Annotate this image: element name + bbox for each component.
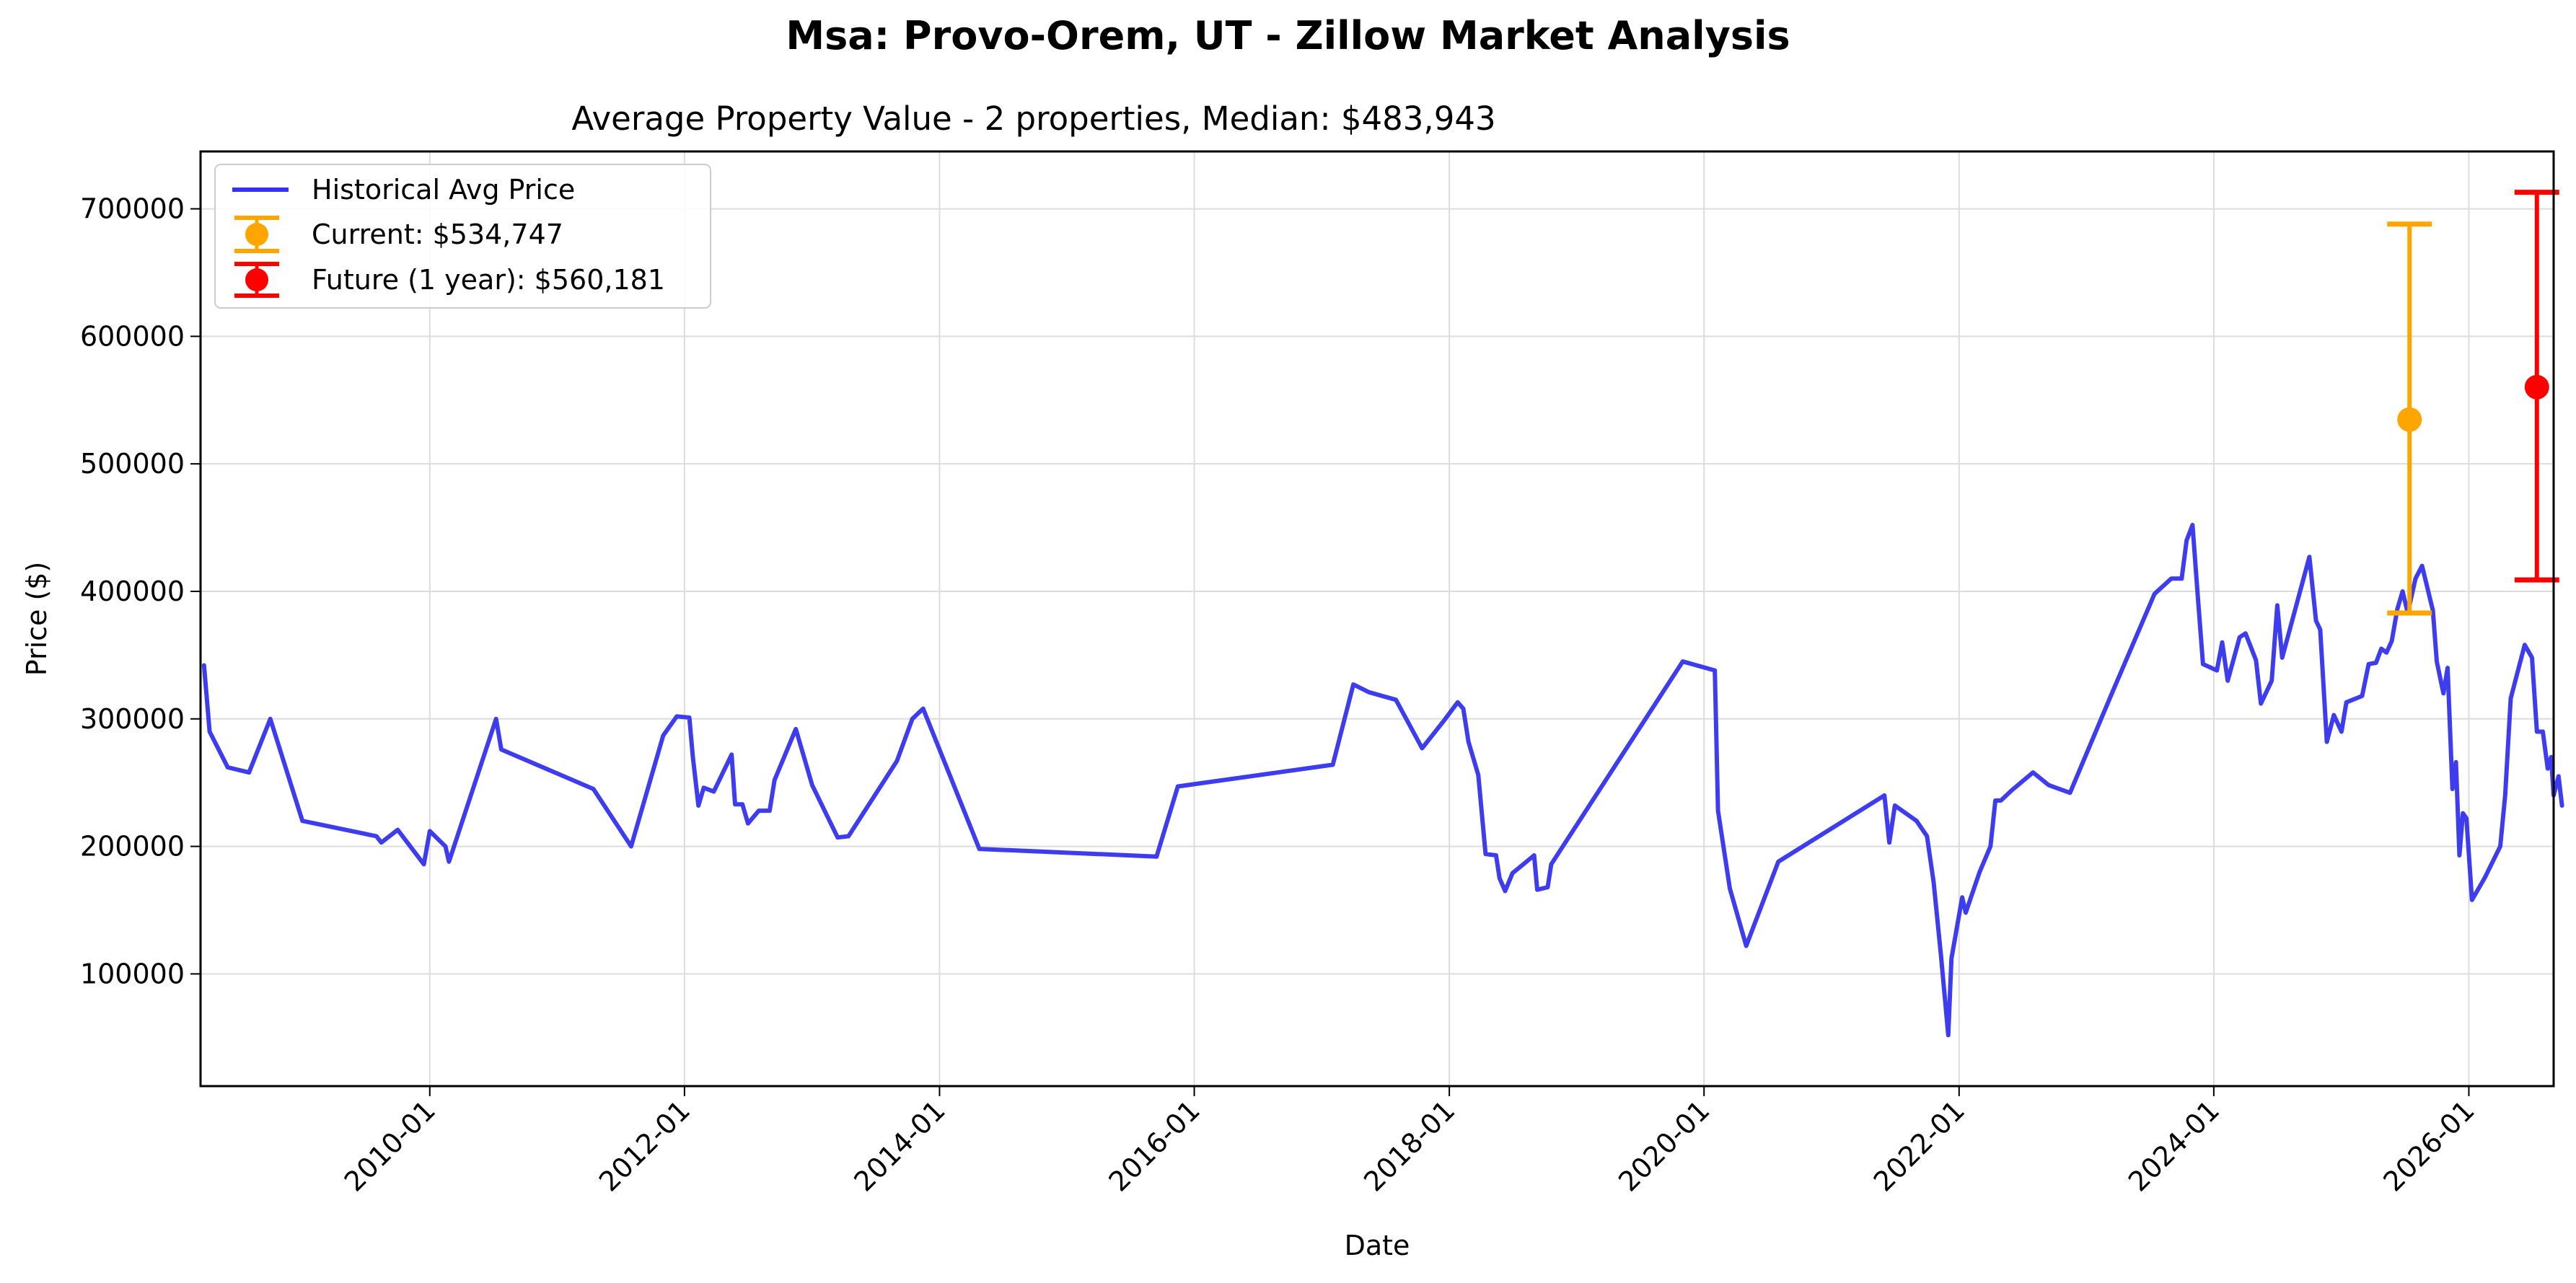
x-tick-label: 2020-01 xyxy=(1612,1094,1715,1197)
x-tick-label: 2010-01 xyxy=(338,1094,441,1197)
x-tick-label: 2024-01 xyxy=(2122,1094,2225,1197)
plot-frame xyxy=(199,150,2555,1088)
legend-future-label: Future (1 year): $560,181 xyxy=(312,264,665,296)
y-tick-label: 400000 xyxy=(80,576,185,607)
x-tick-label: 2018-01 xyxy=(1358,1094,1461,1197)
x-tick-label: 2012-01 xyxy=(593,1094,696,1197)
legend: Historical Avg Price Current: $534,747 F… xyxy=(214,164,711,309)
plot-area xyxy=(201,190,2564,1038)
y-tick-label: 200000 xyxy=(80,831,185,863)
legend-current-label: Current: $534,747 xyxy=(312,219,563,250)
axis-ticks: 2010-01 2012-01 2014-01 2016-01 2018-01 2020-… xyxy=(80,193,2481,1198)
y-tick-label: 500000 xyxy=(80,448,185,480)
x-tick-label: 2016-01 xyxy=(1103,1094,1206,1197)
y-tick-label: 100000 xyxy=(80,958,185,989)
legend-current-swatch xyxy=(234,216,279,253)
x-tick-label: 2022-01 xyxy=(1868,1094,1971,1197)
legend-box xyxy=(214,164,711,309)
series-line-historical-avg-price xyxy=(201,523,2564,1038)
x-tick-label: 2026-01 xyxy=(2377,1094,2480,1197)
x-tick-label: 2014-01 xyxy=(848,1094,951,1197)
future-value-point xyxy=(2524,374,2549,400)
y-axis-label: Price ($) xyxy=(21,562,53,676)
y-tick-label: 600000 xyxy=(80,320,185,352)
y-tick-label: 300000 xyxy=(80,703,185,735)
grid xyxy=(201,151,2554,1086)
x-axis-label: Date xyxy=(1345,1230,1410,1261)
legend-future-swatch xyxy=(234,262,279,298)
current-value-point xyxy=(2397,407,2422,432)
legend-historical-label: Historical Avg Price xyxy=(312,174,575,206)
figure-suptitle: Msa: Provo-Orem, UT - Zillow Market Anal… xyxy=(786,13,1790,58)
chart-title: Average Property Value - 2 properties, M… xyxy=(571,100,1495,138)
y-tick-label: 700000 xyxy=(80,193,185,225)
